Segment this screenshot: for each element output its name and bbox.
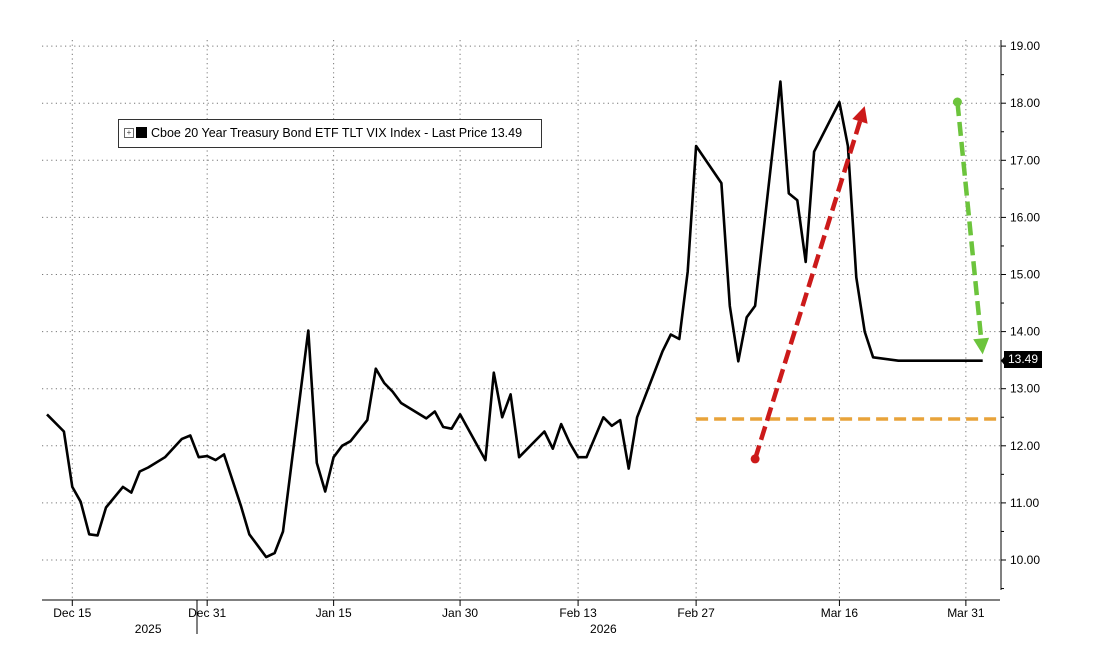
legend-label: Cboe 20 Year Treasury Bond ETF TLT VIX I… [151,126,523,140]
y-tick-label: 16.00 [1010,210,1040,224]
legend-swatch [136,127,147,138]
y-tick-label: 15.00 [1010,268,1040,282]
series [46,80,1005,559]
y-tick-label: 11.00 [1010,496,1039,510]
y-tick-label: 13.00 [1010,382,1040,396]
legend-toggle-icon[interactable]: + [124,128,134,138]
x-tick-label: Jan 30 [442,606,478,620]
x-tick-label: Feb 13 [559,606,597,620]
year-label: 2025 [135,622,162,636]
x-tick-label: Jan 15 [316,606,352,620]
y-tick-label: 17.00 [1010,153,1040,167]
annotations [696,97,1000,464]
last-price-label: 13.49 [1004,351,1042,368]
y-tick-label: 19.00 [1010,39,1040,53]
x-tick-label: Feb 27 [677,606,715,620]
x-tick-label: Dec 15 [53,606,91,620]
trend-arrow-head [852,106,868,124]
legend: + Cboe 20 Year Treasury Bond ETF TLT VIX… [118,119,542,148]
x-tick-label: Mar 31 [947,606,985,620]
trend-arrow-shaft [955,101,984,339]
y-ticks: 10.00 11.00 12.00 13.00 14.00 15.00 16.00 17.00… [1001,39,1040,590]
trend-arrow-head [973,337,990,355]
series-line [46,80,983,559]
y-tick-label: 12.00 [1010,439,1040,453]
x-tick-label: Dec 31 [188,606,226,620]
y-tick-label: 18.00 [1010,96,1040,110]
x-ticks: Dec 15 Dec 31 Jan 15 Jan 30 Feb 13 Feb 27 Mar … [53,600,985,636]
year-label: 2026 [590,622,617,636]
y-tick-label: 14.00 [1010,325,1040,339]
y-tick-label: 10.00 [1010,553,1040,567]
x-tick-label: Mar 16 [821,606,859,620]
